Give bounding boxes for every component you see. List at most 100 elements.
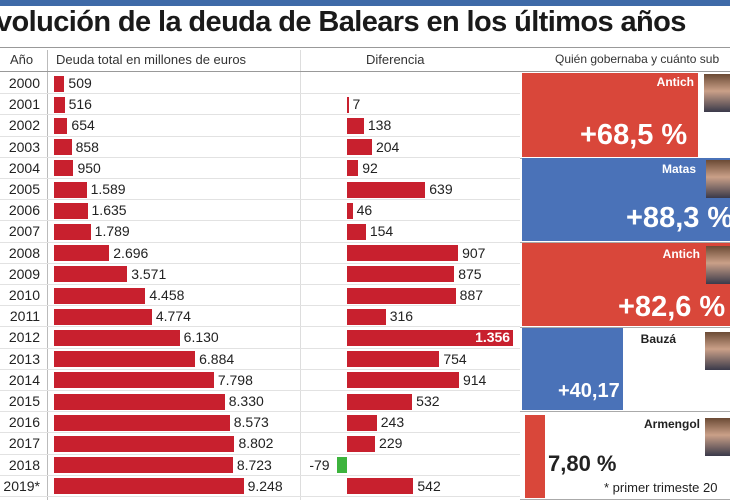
year-label: 2018 (8, 456, 40, 473)
diff-value: 92 (362, 159, 378, 176)
debt-bar (54, 372, 214, 389)
government-period: Matas +88,3 % (520, 158, 730, 241)
governor-photo (706, 246, 730, 284)
debt-value: 4.774 (155, 308, 191, 325)
diff-bar (347, 351, 440, 368)
row-divider (0, 411, 520, 413)
debt-value: 3.571 (131, 265, 167, 282)
change-bar (522, 243, 730, 326)
year-label: 2011 (9, 308, 40, 325)
row-divider (0, 93, 520, 95)
government-period: Antich +68,5 % (520, 73, 730, 157)
divider (520, 242, 730, 243)
change-bar (525, 415, 545, 498)
debt-value: 2.696 (113, 244, 149, 261)
diff-bar (347, 181, 426, 198)
row-divider (0, 432, 520, 434)
year-label: 2003 (8, 138, 40, 155)
year-label: 2019* (3, 477, 40, 494)
diff-value: 243 (380, 414, 405, 431)
row-divider (0, 220, 520, 222)
diff-value: 914 (462, 371, 487, 388)
debt-value: 1.635 (91, 202, 127, 219)
change-percent: +68,5 % (580, 119, 688, 151)
diff-value: 229 (379, 435, 403, 452)
year-label: 2008 (8, 244, 40, 261)
diff-bar (347, 139, 372, 156)
governor-photo (705, 418, 730, 456)
debt-bar (54, 478, 244, 495)
debt-bar (54, 181, 87, 198)
row-divider (0, 347, 520, 349)
row-divider (0, 135, 520, 137)
row-divider (0, 326, 520, 328)
diff-value: 1.356 (475, 329, 511, 346)
debt-value: 8.330 (228, 393, 264, 409)
year-label: 2002 (8, 117, 40, 134)
diff-value: 46 (356, 202, 373, 219)
row-divider (0, 156, 520, 158)
debt-value: 8.723 (236, 456, 272, 473)
year-label: 2007 (8, 223, 40, 240)
debt-value: 7.798 (217, 371, 253, 388)
debt-bar (54, 329, 180, 346)
debt-value: 9.248 (247, 477, 283, 494)
year-label: 2015 (8, 393, 40, 409)
governor-name: Antich (662, 247, 700, 261)
divider (0, 47, 730, 48)
debt-value: 8.802 (238, 435, 274, 452)
governor-photo (704, 74, 730, 112)
change-bar (522, 158, 730, 241)
diff-bar (347, 223, 366, 240)
header-diff: Diferencia (366, 52, 425, 67)
diff-bar (347, 96, 349, 113)
governor-photo (706, 160, 730, 198)
debt-bar (54, 351, 196, 368)
change-bar (522, 73, 698, 157)
diff-bar (347, 245, 459, 262)
governor-name: Bauzá (640, 332, 676, 346)
row-divider (0, 262, 520, 264)
diff-bar (347, 372, 459, 389)
diff-value: 138 (367, 117, 392, 134)
debt-value: 8.573 (233, 414, 269, 431)
chart-title: volución de la deuda de Balears en los ú… (0, 6, 686, 38)
debt-value: 858 (75, 138, 99, 155)
diff-bar (347, 287, 456, 304)
debt-value: 509 (68, 75, 92, 91)
row-divider (0, 241, 520, 243)
government-period: Armengol 7,80 % (520, 415, 730, 498)
divider (47, 50, 48, 500)
year-label: 2013 (8, 350, 40, 367)
debt-value: 950 (77, 159, 101, 176)
debt-bar (54, 117, 68, 134)
header-gov: Quién gobernaba y cuánto sub (555, 52, 720, 66)
divider (520, 411, 730, 412)
diff-bar (347, 308, 386, 325)
debt-value: 516 (68, 96, 92, 113)
governor-photo (705, 332, 730, 370)
debt-bar (54, 245, 110, 262)
debt-bar (54, 75, 65, 92)
year-label: 2012 (8, 329, 40, 346)
row-divider (0, 178, 520, 179)
year-label: 2001 (8, 96, 40, 113)
diff-bar-negative (337, 457, 347, 474)
year-label: 2006 (8, 202, 40, 219)
debt-bar (54, 393, 225, 410)
diff-value: -79 (309, 456, 330, 473)
row-divider (0, 368, 520, 370)
diff-bar (347, 478, 414, 495)
year-label: 2000 (8, 75, 40, 91)
government-period: Bauzá +40,17 (520, 328, 730, 410)
row-divider (0, 390, 520, 391)
government-period: Antich +82,6 % (520, 243, 730, 326)
header-debt: Deuda total en millones de euros (56, 52, 247, 67)
year-label: 2016 (8, 414, 40, 431)
diff-bar (347, 414, 377, 431)
year-label: 2017 (8, 435, 40, 452)
debt-bar (54, 266, 128, 283)
debt-value: 1.789 (94, 223, 130, 240)
diff-value: 875 (458, 265, 482, 282)
year-label: 2010 (8, 287, 40, 303)
